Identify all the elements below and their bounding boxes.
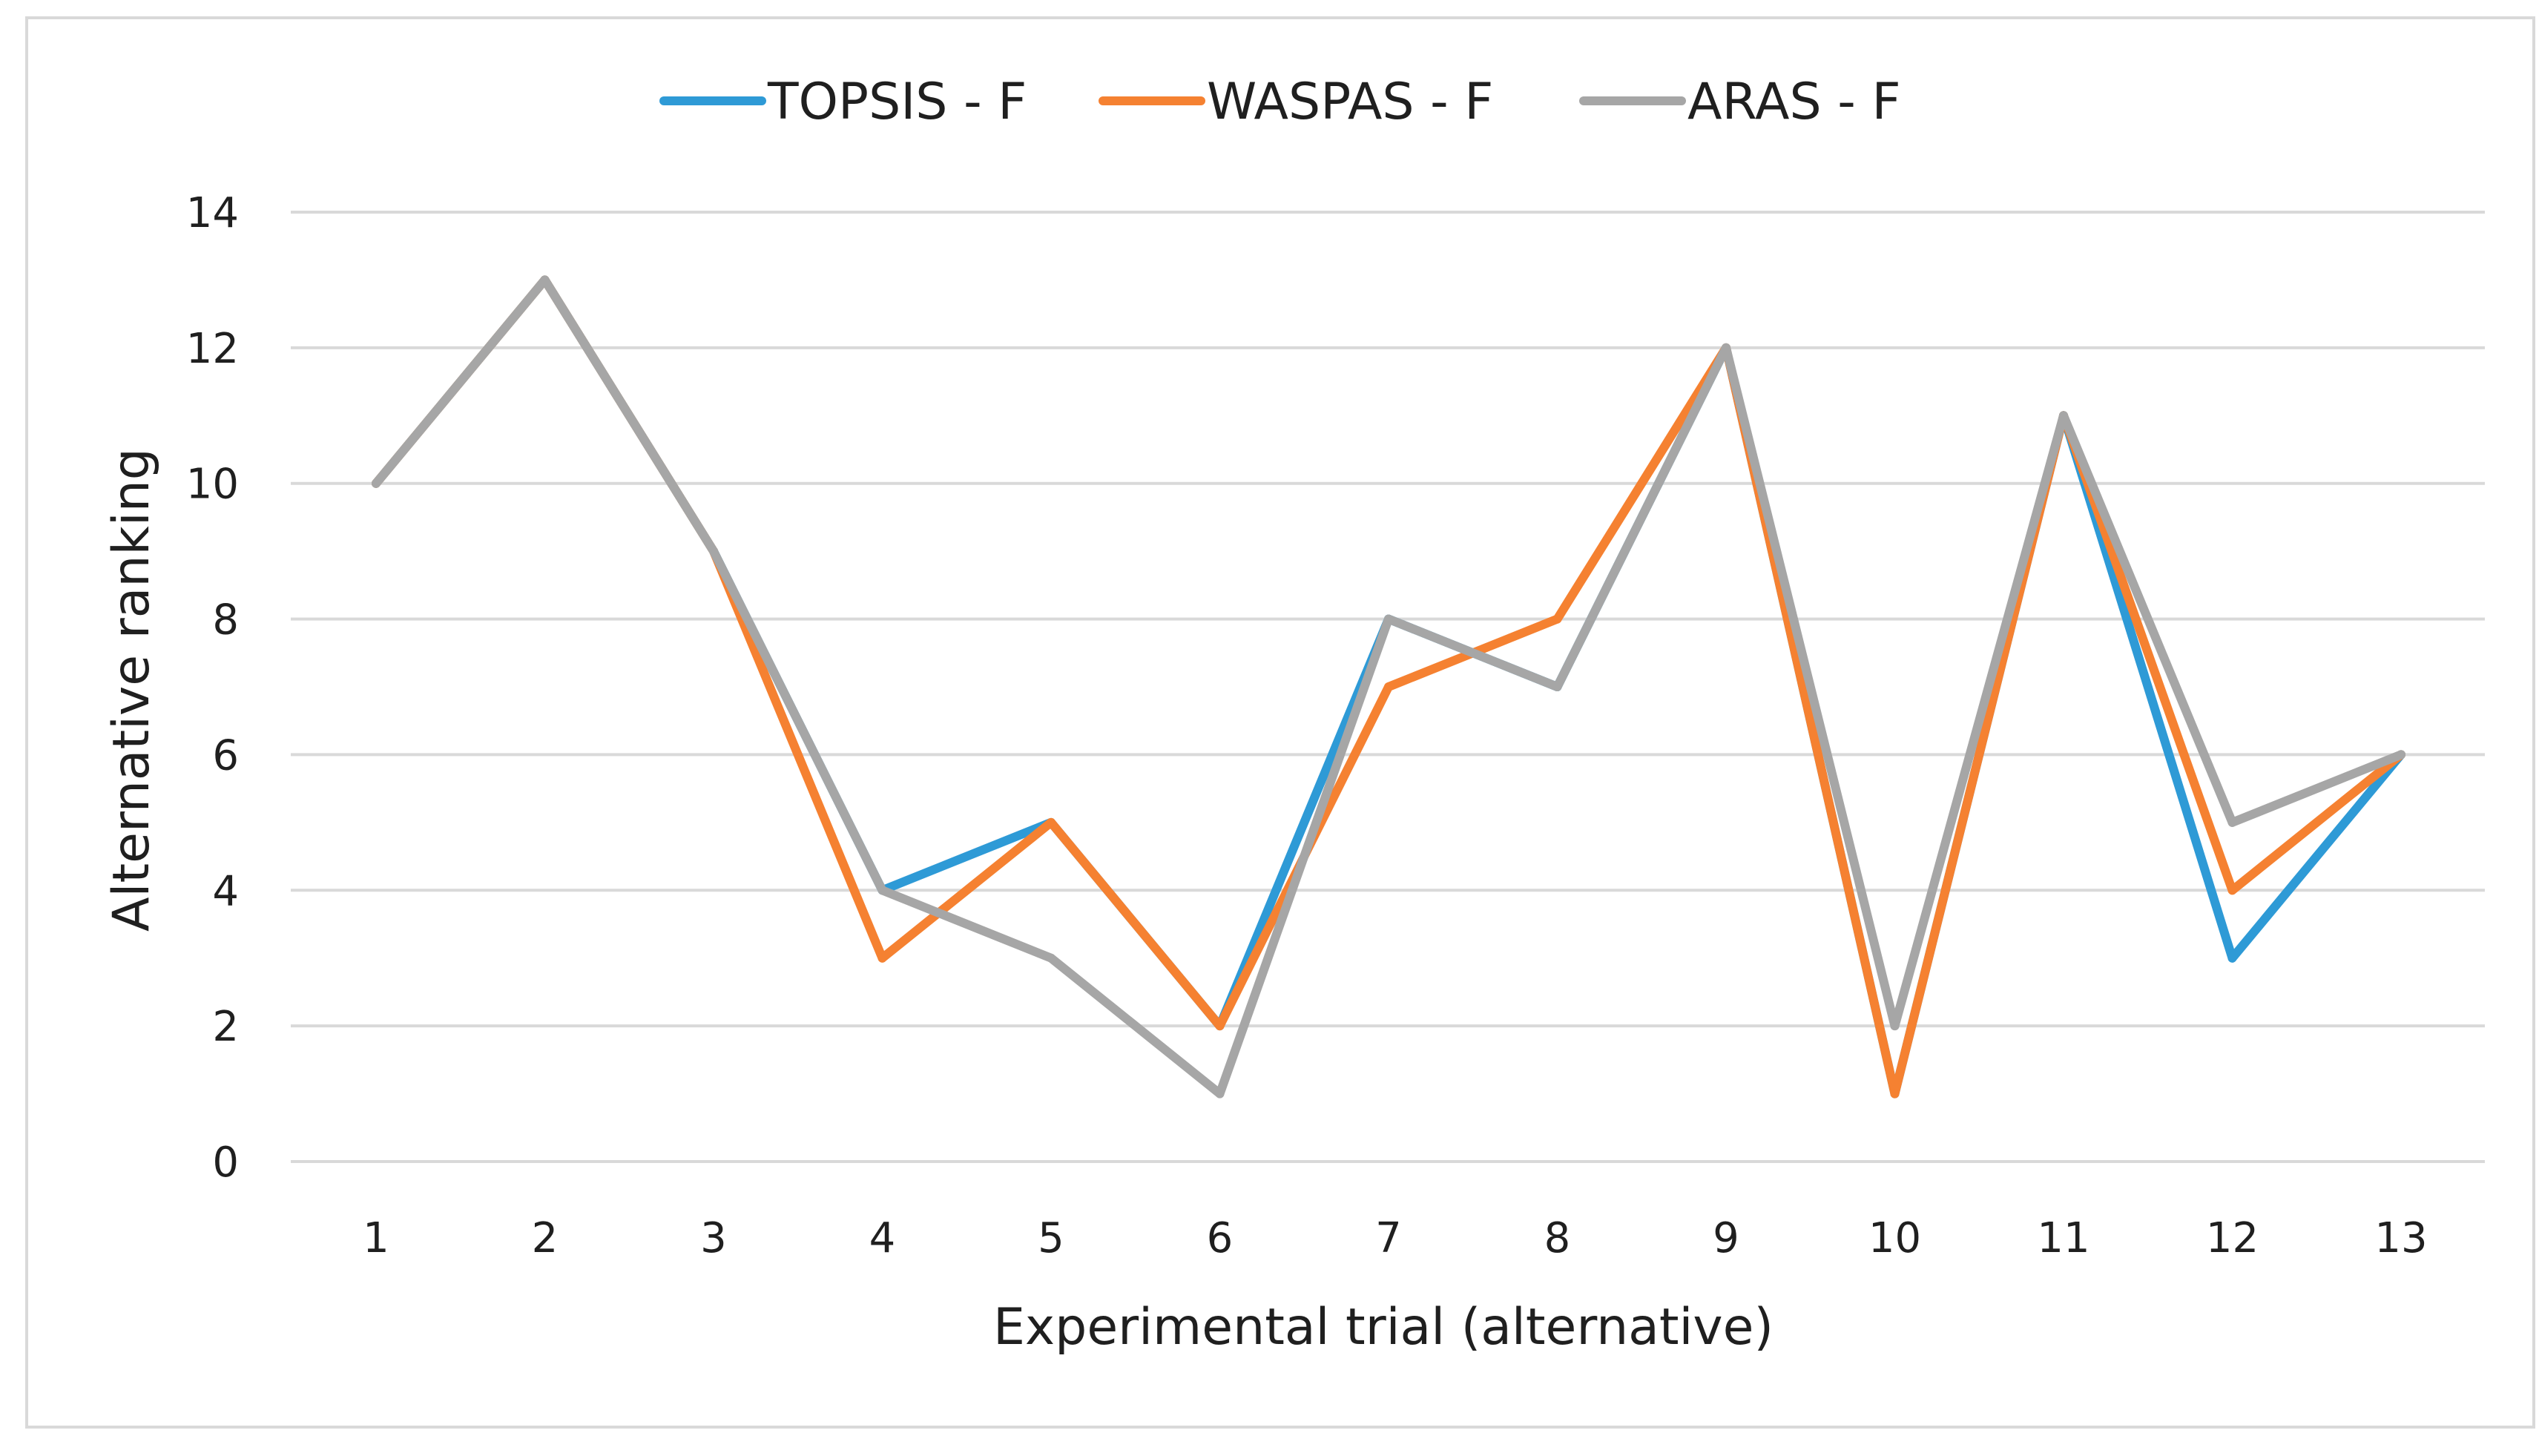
x-tick-label: 5 [1038, 1214, 1064, 1262]
x-axis-title: Experimental trial (alternative) [993, 1298, 1774, 1357]
legend-label: TOPSIS - F [767, 73, 1027, 131]
series-lines [372, 275, 2405, 1098]
x-tick-label: 2 [532, 1214, 559, 1262]
x-axis-ticks: 1 2 3 4 5 6 7 8 9 10 11 12 13 [363, 1214, 2427, 1262]
data-point [1215, 1021, 1225, 1031]
x-tick-label: 10 [1868, 1214, 1921, 1262]
data-point [1215, 1089, 1225, 1098]
legend: TOPSIS - F WASPAS - F ARAS - F [659, 73, 1901, 131]
y-tick-label: 8 [212, 596, 239, 645]
data-point [2227, 886, 2237, 895]
data-point [1384, 614, 1393, 624]
chart-border [25, 16, 2535, 1429]
data-point [1722, 343, 1730, 352]
x-tick-label: 7 [1375, 1214, 1402, 1262]
data-point [2227, 953, 2237, 963]
x-tick-label: 6 [1207, 1214, 1234, 1262]
data-point [709, 547, 718, 556]
data-point [877, 953, 887, 963]
x-tick-label: 8 [1544, 1214, 1571, 1262]
x-tick-label: 13 [2374, 1214, 2427, 1262]
y-tick-label: 2 [212, 1003, 239, 1051]
data-point [1890, 1089, 1900, 1098]
x-tick-label: 11 [2037, 1214, 2090, 1262]
data-point [877, 886, 887, 895]
x-tick-label: 12 [2206, 1214, 2259, 1262]
data-point [1047, 953, 1056, 963]
data-point [372, 478, 381, 488]
legend-label: WASPAS - F [1207, 73, 1493, 131]
y-axis-ticks: 0 2 4 6 8 10 12 14 [186, 189, 239, 1187]
data-point [1552, 614, 1562, 624]
legend-label: ARAS - F [1687, 73, 1901, 131]
data-point [1552, 682, 1562, 691]
data-point [1890, 1021, 1900, 1031]
data-point [2397, 750, 2405, 760]
y-tick-label: 4 [212, 867, 239, 915]
data-point [2059, 411, 2068, 421]
x-tick-label: 9 [1713, 1214, 1739, 1262]
x-tick-label: 3 [700, 1214, 727, 1262]
y-tick-label: 14 [186, 189, 239, 237]
y-tick-label: 10 [186, 461, 239, 509]
data-point [2227, 817, 2237, 827]
data-point [540, 275, 550, 285]
x-tick-label: 4 [869, 1214, 896, 1262]
x-tick-label: 1 [363, 1214, 389, 1262]
y-axis-title: Alternative ranking [102, 448, 161, 932]
y-tick-label: 6 [212, 731, 239, 780]
y-tick-label: 0 [212, 1139, 239, 1187]
data-point [1047, 817, 1056, 827]
y-tick-label: 12 [186, 325, 239, 373]
data-point [1384, 682, 1393, 691]
